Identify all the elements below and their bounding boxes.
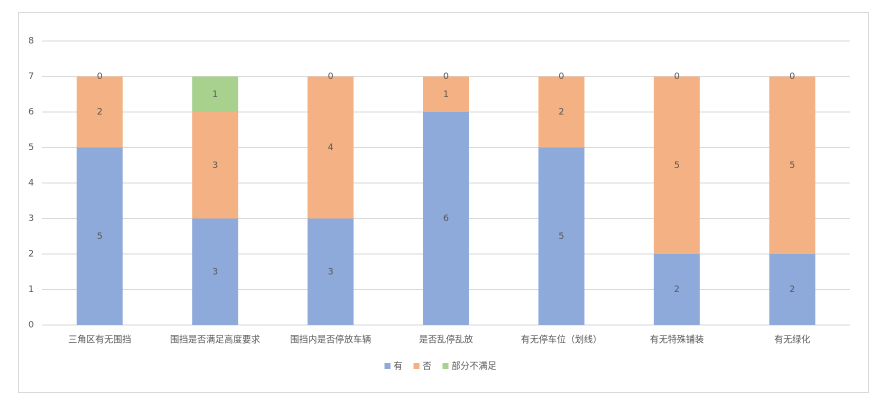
y-tick-label: 7 xyxy=(28,72,34,82)
data-label: 1 xyxy=(212,90,218,100)
legend-label: 部分不满足 xyxy=(452,360,497,372)
legend-swatch xyxy=(442,363,449,369)
x-tick-label: 有无停车位（划线） xyxy=(521,334,602,346)
bar-segment xyxy=(538,76,585,148)
bar-segment xyxy=(769,254,816,325)
legend-swatch xyxy=(384,363,391,369)
y-tick-label: 3 xyxy=(28,214,34,224)
data-label: 2 xyxy=(789,285,795,295)
data-label: 3 xyxy=(212,161,218,171)
x-tick-label: 三角区有无围挡 xyxy=(68,334,131,346)
data-label: 0 xyxy=(789,72,795,82)
data-label: 6 xyxy=(443,214,449,224)
data-label: 2 xyxy=(559,108,565,118)
data-label: 2 xyxy=(674,285,680,295)
bar-segment xyxy=(769,76,816,254)
data-label: 0 xyxy=(559,72,565,82)
data-label: 0 xyxy=(328,72,334,82)
bar-segment xyxy=(538,147,585,325)
legend-swatch xyxy=(413,363,420,369)
bar-segment xyxy=(76,76,123,148)
x-tick-label: 是否乱停乱放 xyxy=(419,334,473,346)
bar-segment xyxy=(192,218,239,325)
legend-label: 否 xyxy=(423,361,432,372)
data-label: 5 xyxy=(97,232,103,242)
data-label: 5 xyxy=(559,232,565,242)
bar-segment xyxy=(653,76,700,254)
bar-segment xyxy=(76,147,123,325)
bar-segment xyxy=(307,76,354,219)
y-tick-label: 2 xyxy=(28,250,34,260)
legend-label: 有 xyxy=(394,360,403,372)
y-tick-label: 5 xyxy=(28,143,34,153)
bar-segment xyxy=(423,112,469,325)
data-label: 5 xyxy=(674,161,680,171)
data-label: 2 xyxy=(97,108,103,118)
x-tick-label: 围挡是否满足高度要求 xyxy=(170,334,260,346)
y-tick-label: 1 xyxy=(28,285,34,295)
y-tick-label: 0 xyxy=(28,321,34,331)
bar-segment xyxy=(307,218,354,325)
data-label: 3 xyxy=(328,267,334,277)
bar-segment xyxy=(423,76,469,112)
data-label: 0 xyxy=(674,72,680,82)
data-label: 0 xyxy=(97,72,103,82)
x-tick-label: 有无特殊铺装 xyxy=(650,334,704,346)
data-label: 3 xyxy=(212,267,218,277)
bar-segment xyxy=(192,76,239,112)
data-label: 0 xyxy=(443,72,449,82)
bar-segment xyxy=(653,254,700,325)
x-tick-label: 有无绿化 xyxy=(774,334,810,346)
data-label: 1 xyxy=(443,90,449,100)
y-tick-label: 8 xyxy=(28,37,34,47)
y-tick-label: 6 xyxy=(28,108,34,118)
data-label: 4 xyxy=(328,143,334,153)
x-tick-label: 围挡内是否停放车辆 xyxy=(290,334,371,346)
data-label: 5 xyxy=(789,161,795,171)
bar-segment xyxy=(192,112,239,219)
y-tick-label: 4 xyxy=(28,179,34,189)
